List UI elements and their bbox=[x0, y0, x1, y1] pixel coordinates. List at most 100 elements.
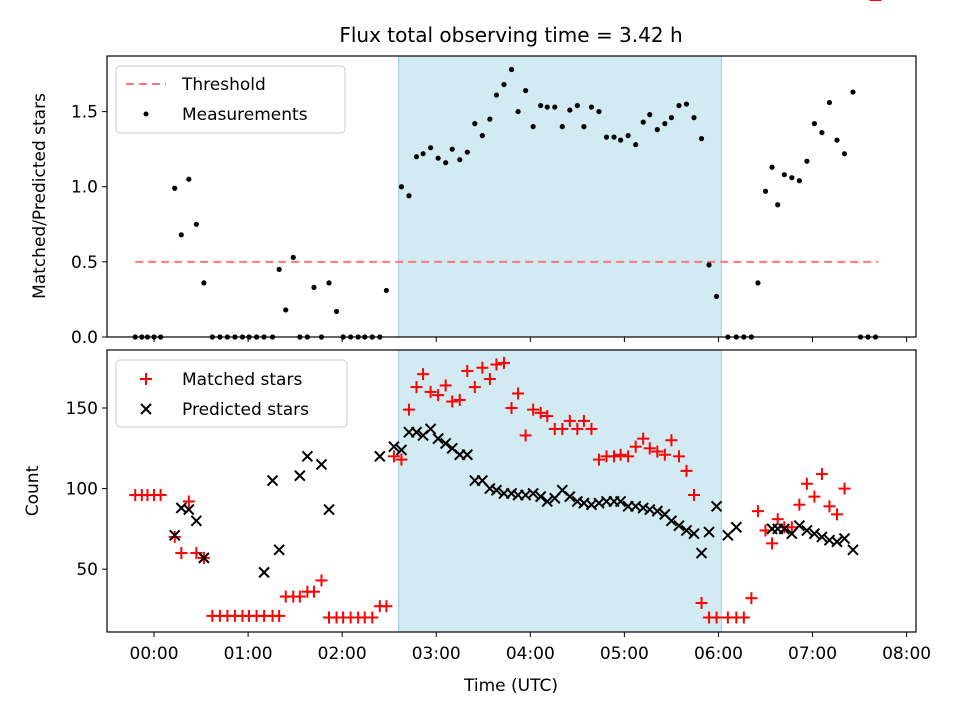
top-y-axis-label: Matched/Predicted stars bbox=[30, 93, 50, 299]
measurement-point bbox=[311, 284, 317, 291]
measurement-point bbox=[487, 116, 493, 122]
matched-star-point bbox=[541, 410, 554, 423]
x-tick-label: 01:00 bbox=[224, 644, 273, 664]
matched-star-point bbox=[519, 429, 532, 442]
predicted-star-point bbox=[665, 515, 678, 527]
measurement-point bbox=[676, 102, 682, 109]
measurement-point bbox=[464, 149, 470, 155]
measurement-point bbox=[596, 108, 602, 115]
measurement-point bbox=[508, 66, 515, 73]
measurement-point bbox=[201, 280, 207, 286]
legend-measurements-swatch bbox=[143, 111, 149, 117]
y-tick-label: 1.0 bbox=[71, 178, 98, 198]
matched-star-point bbox=[175, 547, 188, 560]
predicted-star-point bbox=[831, 536, 843, 548]
predicted-star-point bbox=[680, 524, 693, 537]
measurement-point bbox=[713, 293, 720, 300]
measurement-point bbox=[178, 232, 184, 238]
matched-star-point bbox=[417, 368, 430, 381]
measurement-point bbox=[493, 92, 500, 98]
predicted-star-point bbox=[198, 552, 210, 564]
matched-star-point bbox=[461, 364, 474, 377]
measurement-point bbox=[552, 104, 558, 110]
matched-star-point bbox=[592, 453, 605, 466]
matched-star-point bbox=[168, 530, 181, 543]
matched-star-point bbox=[468, 381, 481, 394]
measurement-point bbox=[544, 104, 550, 110]
legend-matched-swatch bbox=[140, 373, 152, 385]
matched-star-point bbox=[710, 611, 723, 624]
matched-star-point bbox=[366, 611, 379, 624]
matched-star-point bbox=[424, 385, 437, 398]
y-tick-label: 100 bbox=[66, 480, 98, 500]
x-tick-label: 06:00 bbox=[694, 644, 743, 664]
x-axis-label: Time (UTC) bbox=[463, 676, 558, 696]
matched-star-point bbox=[483, 373, 496, 386]
matched-star-point bbox=[766, 537, 779, 550]
predicted-star-point bbox=[564, 490, 576, 503]
matched-star-point bbox=[793, 498, 806, 511]
measurement-point bbox=[398, 184, 405, 190]
matched-star-point bbox=[505, 402, 518, 415]
predicted-star-point bbox=[410, 426, 423, 438]
measurement-point bbox=[826, 99, 833, 106]
measurement-point bbox=[662, 121, 668, 127]
x-tick-label: 07:00 bbox=[788, 644, 837, 664]
measurement-point bbox=[435, 155, 441, 161]
matched-star-point bbox=[439, 379, 452, 392]
measurement-point bbox=[276, 266, 282, 272]
legend-threshold-label: Threshold bbox=[181, 75, 266, 95]
predicted-star-point bbox=[294, 469, 306, 482]
predicted-star-point bbox=[461, 449, 473, 461]
matched-star-point bbox=[800, 477, 813, 490]
measurement-point bbox=[449, 146, 455, 152]
predicted-star-point bbox=[374, 450, 386, 463]
predicted-star-point bbox=[301, 450, 314, 463]
predicted-star-point bbox=[395, 444, 408, 456]
predicted-star-point bbox=[838, 532, 851, 545]
measurement-point bbox=[706, 262, 712, 268]
matched-star-point bbox=[823, 500, 836, 513]
measurement-point bbox=[683, 101, 690, 107]
top-panel: 0.0 0.5 1.0 1.5 Matched/Predicted stars Thr… bbox=[30, 55, 917, 348]
matched-star-point bbox=[687, 489, 700, 502]
predicted-star-point bbox=[793, 519, 806, 532]
measurement-point bbox=[479, 133, 485, 139]
matched-star-point bbox=[534, 406, 547, 419]
top-plot-frame bbox=[106, 55, 917, 338]
matched-star-point bbox=[745, 592, 758, 605]
measurement-point bbox=[668, 115, 675, 121]
predicted-star-point bbox=[169, 529, 181, 542]
predicted-star-point bbox=[315, 458, 328, 471]
predicted-star-point bbox=[614, 495, 627, 508]
matched-star-point bbox=[771, 513, 784, 526]
bottom-y-axis-label: Count bbox=[23, 465, 43, 516]
predicted-star-point bbox=[651, 505, 664, 517]
matched-star-point bbox=[695, 596, 708, 609]
measurement-point bbox=[472, 121, 478, 127]
measurement-point bbox=[457, 157, 463, 163]
predicted-star-point bbox=[273, 544, 285, 556]
measurement-point bbox=[501, 81, 507, 88]
predicted-star-point bbox=[323, 503, 335, 516]
predicted-star-point bbox=[439, 437, 452, 450]
matched-star-point bbox=[476, 361, 489, 374]
y-tick-label: 150 bbox=[66, 399, 98, 419]
matched-star-point bbox=[629, 440, 642, 453]
matched-star-point bbox=[402, 403, 415, 416]
measurement-point bbox=[834, 137, 840, 143]
measurement-point bbox=[691, 115, 697, 121]
measurement-point bbox=[640, 119, 646, 125]
y-tick-label: 0.0 bbox=[71, 328, 98, 348]
measurement-point bbox=[796, 178, 802, 184]
legend-predicted-swatch bbox=[140, 403, 152, 415]
matched-star-point bbox=[182, 495, 195, 508]
x-tick-label: 03:00 bbox=[412, 644, 461, 664]
matched-star-point bbox=[512, 387, 525, 400]
predicted-star-point bbox=[730, 521, 743, 533]
x-tick-label: 02:00 bbox=[318, 644, 367, 664]
measurement-points bbox=[132, 66, 879, 340]
measurement-point bbox=[588, 104, 595, 110]
measurement-point bbox=[428, 145, 434, 151]
